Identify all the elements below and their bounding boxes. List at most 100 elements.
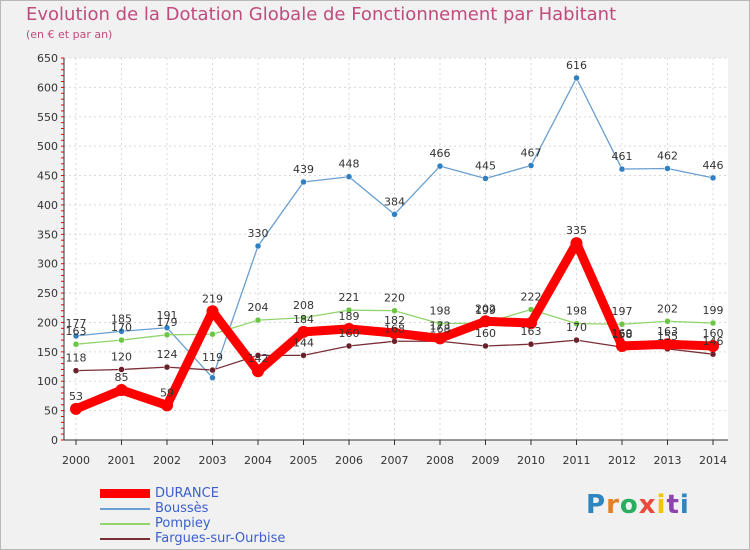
data-label: 168 bbox=[384, 322, 405, 335]
data-label: 199 bbox=[475, 304, 496, 317]
legend-item: Fargues-sur-Ourbise bbox=[100, 531, 285, 546]
data-point bbox=[345, 306, 353, 314]
data-point bbox=[163, 363, 171, 371]
x-tick-label: 2009 bbox=[472, 454, 500, 467]
data-point bbox=[709, 319, 717, 327]
legend-label: Pompiey bbox=[155, 516, 211, 531]
data-point bbox=[434, 332, 446, 345]
data-point bbox=[163, 331, 171, 339]
chart-legend: DURANCE Boussès Pompiey Fargues-sur-Ourbise bbox=[100, 486, 285, 546]
data-point bbox=[707, 339, 719, 352]
y-tick-label: 100 bbox=[37, 375, 58, 388]
legend-swatch bbox=[100, 537, 150, 540]
data-label: 439 bbox=[293, 163, 314, 176]
y-tick-label: 50 bbox=[44, 405, 58, 418]
data-point bbox=[300, 352, 307, 359]
data-label: 59 bbox=[160, 386, 174, 399]
data-label: 445 bbox=[475, 159, 496, 172]
data-label: 202 bbox=[657, 302, 678, 315]
y-tick-label: 350 bbox=[37, 228, 58, 241]
data-label: 182 bbox=[384, 314, 405, 327]
legend-swatch bbox=[100, 489, 150, 498]
data-point bbox=[161, 399, 173, 412]
data-point bbox=[391, 211, 398, 218]
data-label: 160 bbox=[475, 327, 496, 340]
y-tick-label: 500 bbox=[37, 140, 58, 153]
data-point bbox=[254, 242, 262, 250]
data-point bbox=[297, 325, 310, 338]
data-label: 170 bbox=[111, 321, 132, 334]
proxiti-logo: Proxiti bbox=[586, 490, 690, 520]
data-point bbox=[616, 339, 628, 352]
data-point bbox=[345, 342, 353, 350]
x-tick-label: 2008 bbox=[426, 454, 454, 467]
data-label: 462 bbox=[657, 149, 678, 162]
legend-swatch bbox=[100, 507, 150, 510]
data-label: 189 bbox=[339, 310, 360, 323]
data-point bbox=[618, 165, 626, 173]
logo-letter: t bbox=[666, 490, 680, 520]
data-label: 177 bbox=[66, 317, 87, 330]
x-tick-label: 2012 bbox=[608, 454, 636, 467]
logo-letter: i bbox=[656, 490, 667, 520]
data-label: 202 bbox=[475, 302, 496, 315]
legend-item: Pompiey bbox=[100, 516, 285, 531]
data-label: 191 bbox=[157, 309, 178, 322]
data-label: 220 bbox=[384, 292, 405, 305]
data-point bbox=[206, 305, 219, 318]
data-label: 155 bbox=[657, 330, 678, 343]
data-label: 118 bbox=[66, 352, 87, 365]
data-label: 198 bbox=[430, 305, 451, 318]
x-tick-label: 2011 bbox=[563, 454, 591, 467]
data-point bbox=[118, 328, 125, 335]
data-label: 170 bbox=[566, 321, 587, 334]
data-label: 179 bbox=[157, 316, 178, 329]
data-point bbox=[482, 342, 489, 350]
chart-title: Evolution de la Dotation Globale de Fonc… bbox=[26, 4, 617, 25]
logo-letter: x bbox=[638, 490, 657, 520]
x-tick-label: 2006 bbox=[335, 454, 363, 467]
data-point bbox=[345, 173, 353, 180]
data-label: 208 bbox=[293, 299, 314, 312]
data-point bbox=[163, 324, 171, 332]
data-point bbox=[573, 320, 580, 327]
data-label: 467 bbox=[521, 147, 542, 160]
x-tick-label: 2005 bbox=[290, 454, 318, 467]
data-label: 221 bbox=[339, 291, 360, 304]
data-point bbox=[209, 374, 216, 381]
data-point bbox=[525, 317, 537, 330]
data-label: 199 bbox=[703, 304, 724, 317]
legend-label: DURANCE bbox=[155, 486, 219, 501]
data-point bbox=[254, 352, 262, 359]
data-point bbox=[709, 174, 717, 182]
data-point bbox=[709, 350, 717, 358]
data-point bbox=[436, 162, 444, 170]
data-point bbox=[527, 340, 535, 348]
legend-item: DURANCE bbox=[100, 486, 285, 501]
y-tick-label: 600 bbox=[37, 81, 58, 94]
data-label: 466 bbox=[430, 147, 451, 160]
data-point bbox=[118, 336, 125, 344]
data-point bbox=[300, 314, 307, 322]
chart-subtitle: (en € et par an) bbox=[26, 28, 113, 41]
y-tick-label: 0 bbox=[51, 434, 58, 447]
data-label: 163 bbox=[657, 325, 678, 338]
data-point bbox=[661, 338, 674, 351]
data-label: 119 bbox=[202, 351, 223, 364]
data-point bbox=[664, 318, 671, 325]
data-label: 184 bbox=[293, 313, 314, 326]
data-point bbox=[436, 320, 444, 327]
data-label: 448 bbox=[339, 158, 360, 171]
y-tick-label: 150 bbox=[37, 346, 58, 359]
data-point bbox=[70, 402, 82, 415]
data-label: 160 bbox=[339, 327, 360, 340]
data-label: 330 bbox=[248, 227, 269, 240]
x-tick-label: 2003 bbox=[199, 454, 227, 467]
data-point bbox=[570, 237, 583, 250]
x-tick-label: 2000 bbox=[62, 454, 90, 467]
data-point bbox=[527, 162, 535, 169]
y-tick-label: 250 bbox=[37, 287, 58, 300]
data-label: 160 bbox=[703, 327, 724, 340]
y-tick-label: 300 bbox=[37, 258, 58, 271]
